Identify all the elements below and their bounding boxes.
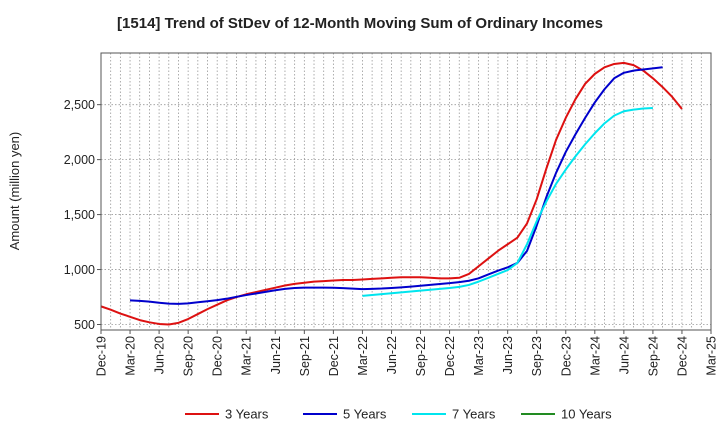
plot-background bbox=[101, 53, 711, 330]
y-tick-label: 500 bbox=[74, 318, 95, 332]
x-tick-label: Mar-21 bbox=[240, 336, 254, 376]
legend-item: 3 Years bbox=[185, 407, 269, 422]
x-tick-label: Dec-20 bbox=[211, 336, 225, 376]
x-axis-ticks: Dec-19 Mar-20 Jun-20 Sep-20 Dec-20 Mar-21 Jun-… bbox=[95, 330, 719, 376]
legend-label: 3 Years bbox=[225, 407, 269, 422]
x-tick-label: Dec-22 bbox=[443, 336, 457, 376]
x-tick-label: Sep-23 bbox=[530, 336, 544, 376]
legend-label: 10 Years bbox=[561, 407, 612, 422]
x-tick-label: Dec-23 bbox=[559, 336, 573, 376]
series-line-3-years bbox=[100, 61, 683, 326]
x-tick-label: Mar-25 bbox=[705, 336, 719, 376]
x-tick-label: Jun-24 bbox=[617, 336, 631, 374]
x-tick-label: Sep-22 bbox=[414, 336, 428, 376]
legend-item: 7 Years bbox=[412, 407, 496, 422]
plot-area bbox=[101, 53, 711, 330]
chart-title: [1514] Trend of StDev of 12-Month Moving… bbox=[117, 15, 603, 32]
x-tick-label: Sep-20 bbox=[182, 336, 196, 376]
plot-border bbox=[100, 52, 712, 331]
y-tick-label: 1,000 bbox=[64, 263, 95, 277]
y-axis-ticks: 500 1,000 1,500 2,000 2,500 bbox=[64, 98, 101, 332]
x-tick-label: Sep-24 bbox=[646, 336, 660, 376]
series-line-7-years bbox=[362, 106, 653, 297]
plot-frame bbox=[100, 52, 712, 331]
x-tick-label: Jun-22 bbox=[385, 336, 399, 374]
series-line-5-years bbox=[129, 66, 663, 305]
x-tick-label: Sep-21 bbox=[298, 336, 312, 376]
y-tick-label: 1,500 bbox=[64, 208, 95, 222]
series-lines bbox=[100, 61, 683, 326]
y-axis-title: Amount (million yen) bbox=[7, 132, 22, 251]
x-tick-label: Dec-19 bbox=[95, 336, 109, 376]
x-tick-label: Jun-21 bbox=[269, 336, 283, 374]
y-tick-label: 2,500 bbox=[64, 98, 95, 112]
x-tick-label: Mar-24 bbox=[588, 336, 602, 376]
legend-label: 5 Years bbox=[343, 407, 387, 422]
x-tick-label: Mar-20 bbox=[124, 336, 138, 376]
x-tick-label: Jun-20 bbox=[153, 336, 167, 374]
legend-item: 5 Years bbox=[303, 407, 387, 422]
x-tick-label: Jun-23 bbox=[501, 336, 515, 374]
y-tick-label: 2,000 bbox=[64, 153, 95, 167]
legend-item: 10 Years bbox=[521, 407, 612, 422]
x-tick-label: Dec-21 bbox=[327, 336, 341, 376]
legend: 3 Years 5 Years 7 Years 10 Years bbox=[185, 407, 612, 422]
x-tick-label: Mar-23 bbox=[472, 336, 486, 376]
legend-label: 7 Years bbox=[452, 407, 496, 422]
x-tick-label: Mar-22 bbox=[356, 336, 370, 376]
x-tick-label: Dec-24 bbox=[675, 336, 689, 376]
